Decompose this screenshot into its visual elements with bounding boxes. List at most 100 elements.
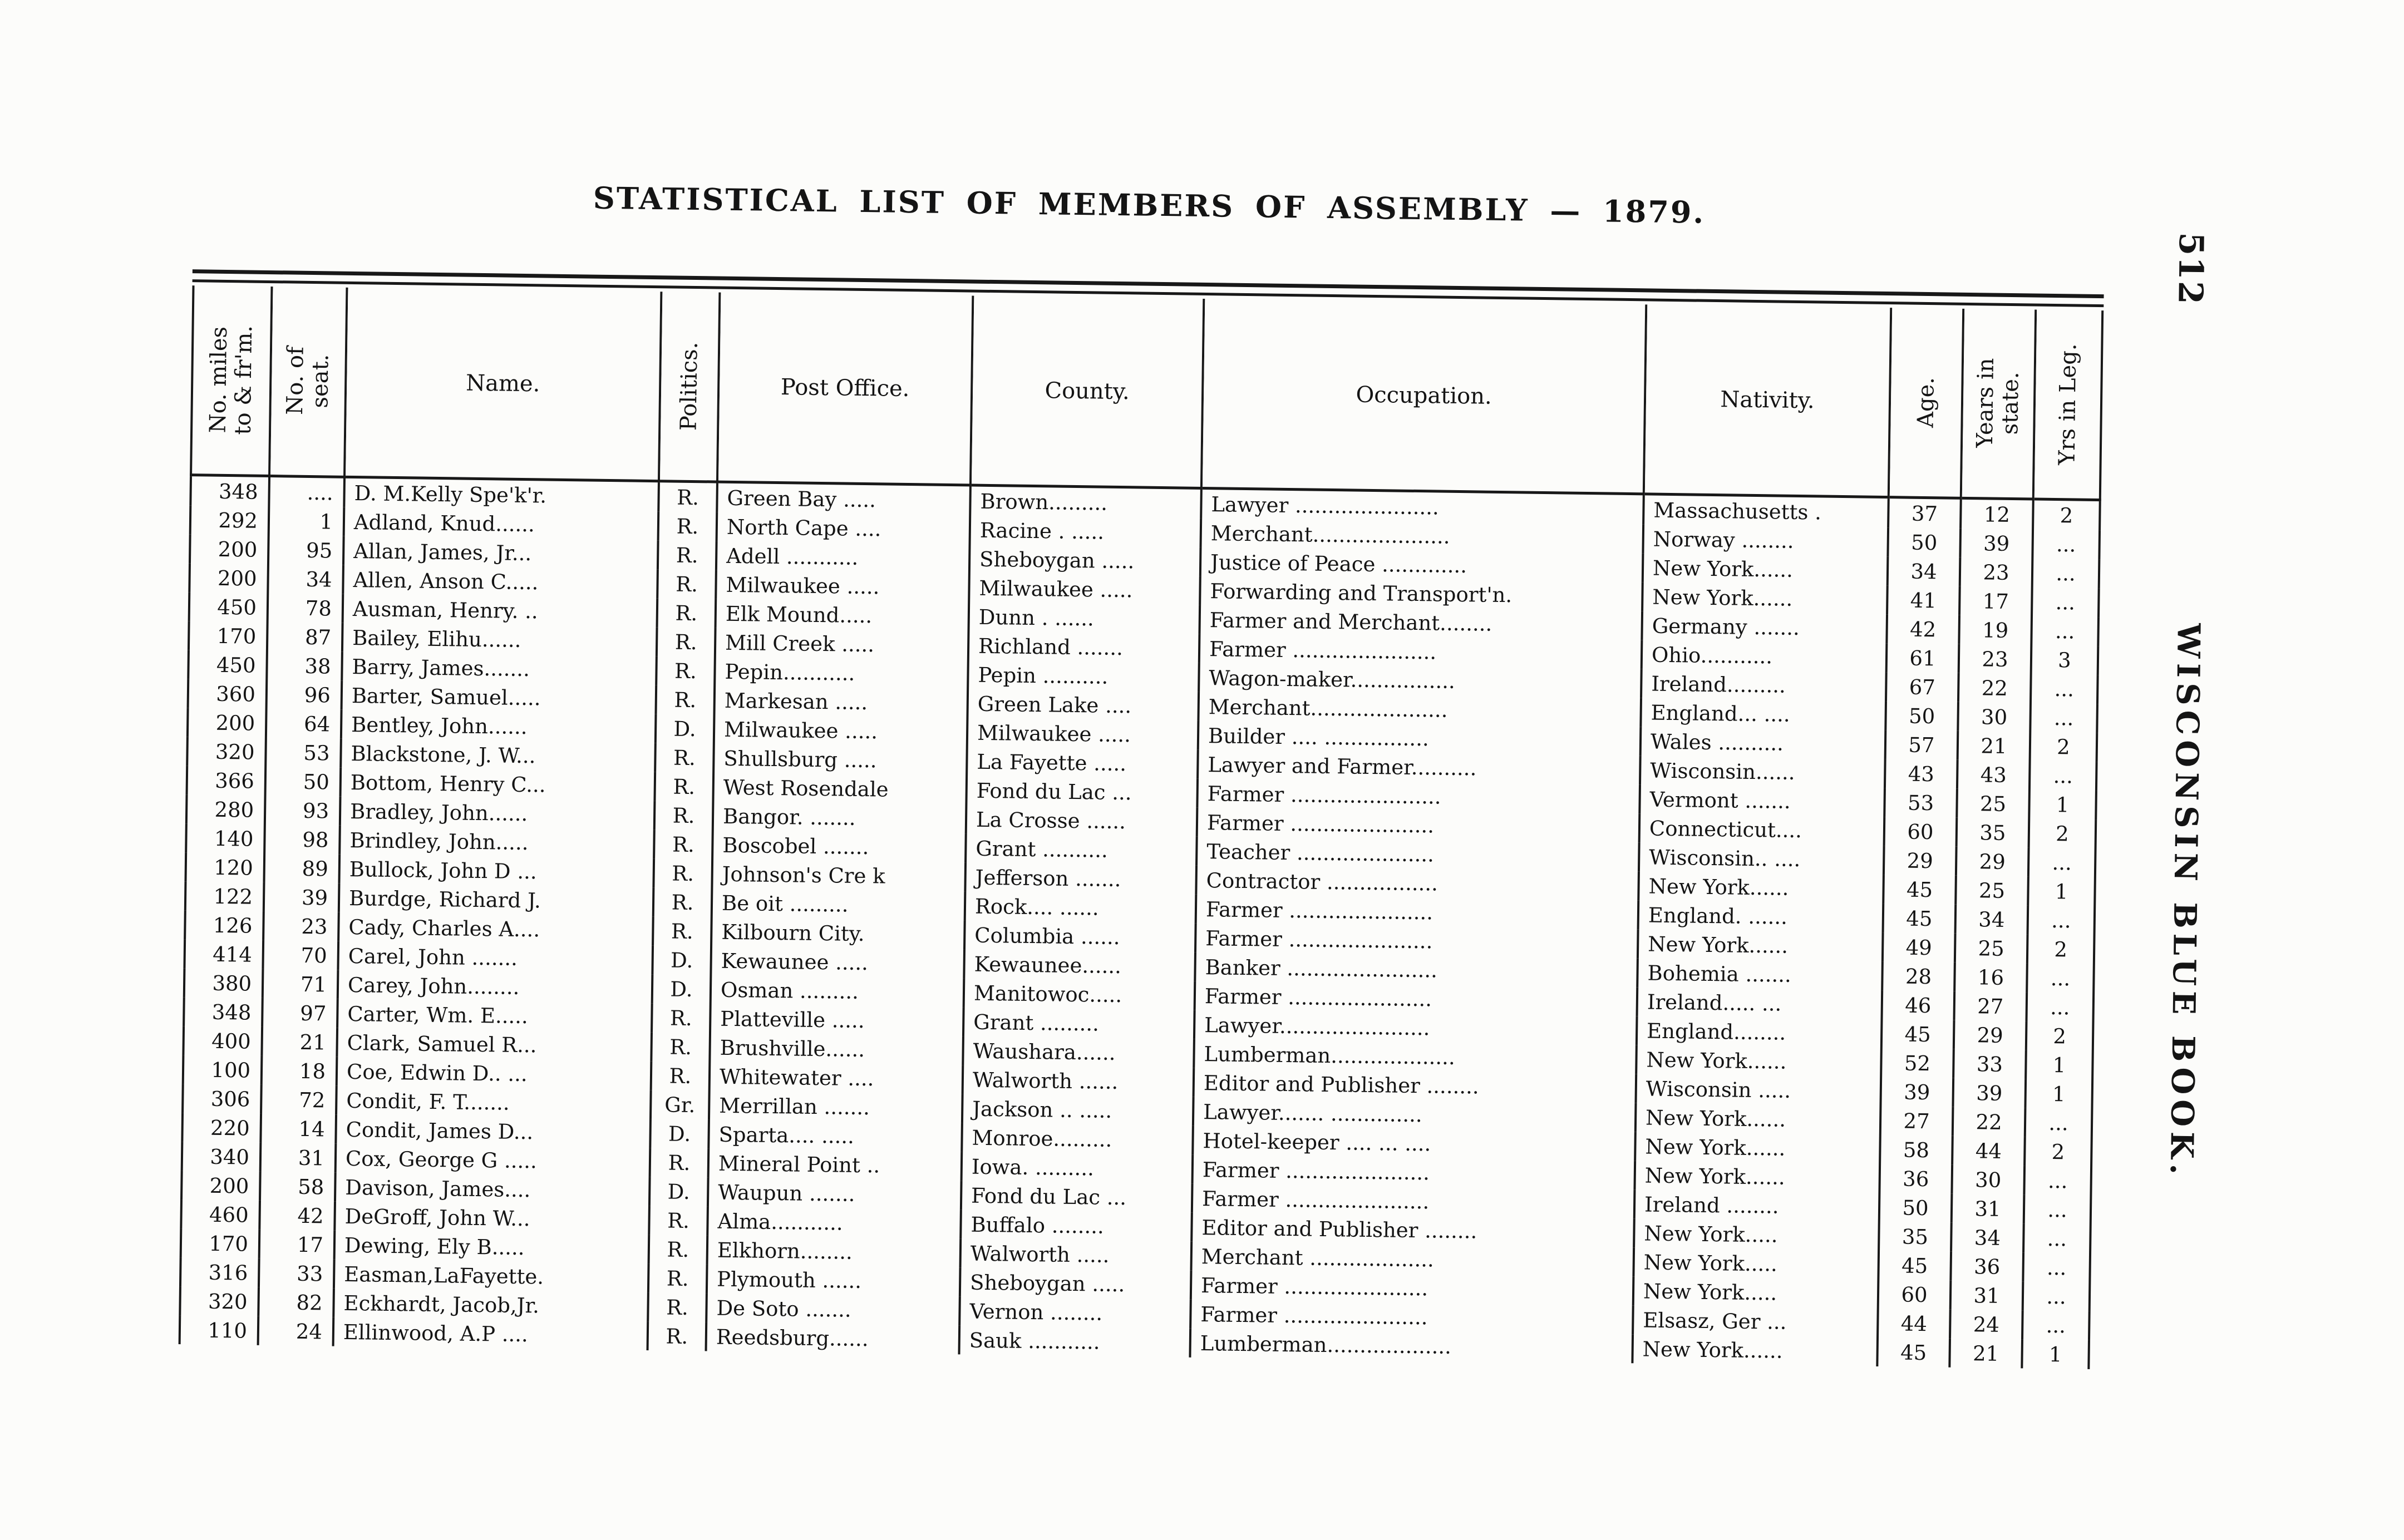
cell-post-office: Pepin........... — [716, 657, 969, 689]
cell-age: 50 — [1880, 1193, 1953, 1223]
column-header-seat: No. of seat. — [270, 287, 348, 478]
cell-politics: R. — [656, 772, 715, 802]
cell-name: Barter, Samuel..... — [342, 680, 658, 714]
cell-years-state: 21 — [1950, 1338, 2024, 1369]
cell-post-office: Kilbourn City. — [712, 917, 966, 950]
cell-county: Racine . ..... — [971, 515, 1203, 547]
cell-years-state: 43 — [1958, 759, 2031, 790]
cell-post-office: North Cape .... — [717, 512, 972, 545]
column-header-years-in-state-label: Years in state. — [1972, 358, 2024, 448]
cell-politics: R. — [658, 598, 717, 628]
cell-years-leg: ... — [2033, 558, 2101, 589]
cell-county: Rock.... ...... — [965, 891, 1198, 924]
cell-seat: 97 — [263, 998, 339, 1028]
cell-post-office: Bangor. ....... — [713, 801, 968, 834]
cell-nativity: Wisconsin ..... — [1637, 1074, 1883, 1107]
cell-years-leg: ... — [2031, 674, 2099, 704]
cell-age: 45 — [1882, 1019, 1955, 1049]
cell-nativity: Ireland......... — [1642, 669, 1888, 702]
cell-years-leg: 2 — [2029, 818, 2097, 849]
cell-seat: 72 — [262, 1084, 338, 1115]
cell-post-office: Milwaukee ..... — [717, 570, 971, 603]
cell-seat: 64 — [267, 709, 343, 739]
cell-miles: 200 — [180, 1171, 262, 1201]
cell-nativity: England........ — [1637, 1016, 1883, 1049]
cell-name: Brindley, John..... — [341, 825, 656, 859]
cell-county: Manitowoc..... — [964, 978, 1196, 1010]
column-header-politics-label: Politics. — [676, 341, 703, 431]
cell-seat: 98 — [265, 824, 341, 855]
cell-years-state: 30 — [1959, 702, 2032, 732]
cell-county: Milwaukee ..... — [970, 573, 1201, 605]
cell-nativity: Germany ....... — [1643, 611, 1889, 644]
cell-name: Barry, James....... — [343, 651, 658, 685]
cell-seat: 18 — [262, 1055, 338, 1086]
cell-nativity: New York...... — [1639, 871, 1885, 904]
cell-nativity: Wisconsin...... — [1641, 756, 1886, 788]
cell-post-office: Green Bay ..... — [718, 483, 972, 516]
cell-seat: 58 — [260, 1171, 337, 1202]
cell-years-leg: ... — [2023, 1310, 2091, 1340]
cell-county: Vernon ........ — [960, 1296, 1192, 1329]
cell-years-state: 35 — [1957, 817, 2031, 848]
cell-politics: R. — [649, 1292, 708, 1322]
cell-county: Fond du Lac ... — [962, 1181, 1194, 1213]
cell-nativity: Norway ........ — [1644, 524, 1890, 557]
cell-post-office: Reedsburg...... — [707, 1322, 961, 1355]
cell-age: 45 — [1884, 875, 1957, 905]
column-header-seat-label: No. of seat. — [282, 346, 334, 416]
cell-seat: 31 — [261, 1142, 337, 1173]
cell-politics: R. — [655, 801, 715, 831]
cell-age: 41 — [1888, 585, 1961, 615]
cell-years-leg: ... — [2033, 529, 2101, 560]
cell-miles: 360 — [186, 679, 268, 709]
cell-politics: D. — [650, 1177, 710, 1207]
cell-years-leg: 1 — [2026, 1079, 2094, 1109]
cell-miles: 110 — [178, 1315, 260, 1345]
cell-age: 53 — [1885, 788, 1958, 818]
cell-county: Monroe......... — [963, 1123, 1194, 1155]
cell-post-office: Mineral Point .. — [709, 1148, 963, 1181]
cell-years-state: 34 — [1952, 1222, 2025, 1253]
cell-county: Jackson .. ..... — [963, 1094, 1195, 1126]
cell-seat: 87 — [268, 622, 344, 652]
cell-miles: 348 — [183, 997, 264, 1027]
cell-nativity: New York...... — [1637, 1045, 1883, 1078]
cell-age: 44 — [1879, 1309, 1952, 1339]
cell-county: Sheboygan ..... — [970, 544, 1202, 576]
cell-name: Ellinwood, A.P .... — [334, 1317, 649, 1351]
column-header-post-office: Post Office. — [718, 292, 974, 487]
cell-name: Condit, James D... — [337, 1114, 652, 1148]
cell-years-state: 31 — [1952, 1193, 2026, 1224]
cell-nativity: England... .... — [1642, 698, 1888, 730]
cell-nativity: New York...... — [1635, 1161, 1881, 1193]
cell-name: Blackstone, J. W... — [342, 738, 657, 772]
cell-years-leg: ... — [2027, 992, 2095, 1023]
column-header-miles-label: No. miles to & fr'm. — [205, 325, 258, 436]
cell-nativity: New York...... — [1636, 1132, 1881, 1164]
cell-politics: R. — [651, 1148, 710, 1178]
cell-miles: 450 — [188, 592, 269, 623]
cell-miles: 366 — [185, 766, 267, 796]
cell-age: 45 — [1879, 1251, 1953, 1281]
cell-seat: 70 — [264, 940, 340, 970]
cell-politics: R. — [653, 1003, 712, 1033]
page-title: STATISTICAL LIST OF MEMBERS OF ASSEMBLY … — [593, 180, 1706, 230]
cell-name: Cox, George G ..... — [336, 1143, 652, 1177]
cell-years-leg: ... — [2024, 1223, 2092, 1253]
cell-politics: Gr. — [651, 1090, 711, 1120]
cell-post-office: Markesan ..... — [715, 685, 969, 718]
cell-age: 28 — [1883, 961, 1956, 991]
cell-post-office: Elk Mound..... — [716, 599, 971, 631]
cell-politics: R. — [659, 482, 718, 512]
cell-politics: R. — [658, 540, 718, 570]
cell-seat: 95 — [269, 535, 345, 565]
cell-politics: R. — [650, 1206, 709, 1236]
cell-post-office: Boscobel ....... — [713, 830, 967, 863]
cell-seat: 89 — [265, 853, 341, 883]
cell-years-leg: 2 — [2034, 500, 2101, 531]
cell-miles: 200 — [188, 534, 270, 565]
cell-county: Milwaukee ..... — [968, 718, 1200, 750]
